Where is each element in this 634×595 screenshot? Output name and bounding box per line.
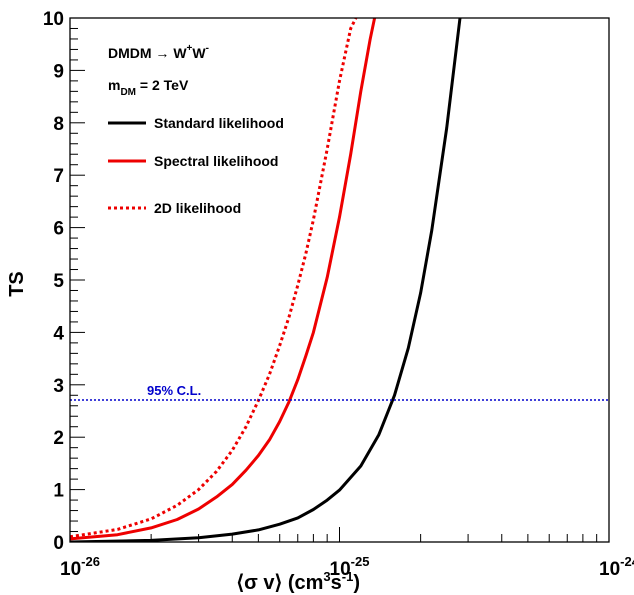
y-tick-labels: 0 1 2 3 4 5 6 7 8 9 10 bbox=[43, 9, 65, 554]
process-sup-minus: - bbox=[206, 43, 209, 54]
series-line-2 bbox=[70, 18, 358, 539]
y-tick-label: 5 bbox=[53, 271, 64, 292]
x-axis-title-end: ) bbox=[353, 572, 360, 594]
series-layer bbox=[70, 18, 462, 542]
x-axis-title-main: ⟨σ v⟩ (cm bbox=[236, 572, 323, 594]
x-tick-label-0: 10-26 bbox=[60, 554, 100, 580]
mass-sub: DM bbox=[120, 87, 136, 98]
y-tick-label: 3 bbox=[53, 376, 64, 397]
legend-label-spectral: Spectral likelihood bbox=[154, 153, 278, 169]
y-tick-label: 2 bbox=[53, 428, 64, 449]
mass-m: m bbox=[108, 77, 120, 93]
threshold-label: 95% C.L. bbox=[147, 383, 201, 398]
plot-frame bbox=[69, 17, 610, 543]
x-axis-title-mid: s bbox=[331, 572, 342, 594]
y-tick-label: 8 bbox=[53, 114, 64, 135]
y-tick-label: 4 bbox=[53, 323, 64, 344]
x-tick-labels: 10-26 10-25 10-24 bbox=[60, 554, 634, 580]
process-sup-plus: + bbox=[187, 43, 193, 54]
x-axis-title-sup2: -1 bbox=[342, 569, 354, 584]
y-axis-title: TS bbox=[6, 271, 28, 297]
axis-ticks bbox=[69, 17, 610, 543]
legend-label-2d: 2D likelihood bbox=[154, 200, 241, 216]
series-line-0 bbox=[70, 18, 462, 542]
y-tick-label: 10 bbox=[43, 9, 64, 30]
legend: Standard likelihood Spectral likelihood … bbox=[108, 115, 284, 216]
y-tick-label: 6 bbox=[53, 219, 64, 240]
x-tick-label-1: 10-25 bbox=[330, 554, 370, 580]
series-line-1 bbox=[70, 18, 377, 541]
y-tick-label: 7 bbox=[53, 166, 64, 187]
y-tick-label: 1 bbox=[53, 481, 64, 502]
process-main: DMDM → W bbox=[108, 45, 187, 61]
y-tick-label: 9 bbox=[53, 61, 64, 82]
x-axis-title: ⟨σ v⟩ (cm3s-1) bbox=[236, 569, 360, 594]
y-tick-label: 0 bbox=[53, 533, 64, 554]
legend-label-standard: Standard likelihood bbox=[154, 115, 284, 131]
process-w: W bbox=[192, 45, 206, 61]
x-tick-label-2: 10-24 bbox=[599, 554, 634, 580]
x-axis-title-sup1: 3 bbox=[323, 569, 330, 584]
process-annotation: DMDM → W+W- bbox=[108, 43, 209, 61]
mass-annotation: mDM = 2 TeV bbox=[108, 77, 189, 98]
mass-value: = 2 TeV bbox=[136, 77, 189, 93]
